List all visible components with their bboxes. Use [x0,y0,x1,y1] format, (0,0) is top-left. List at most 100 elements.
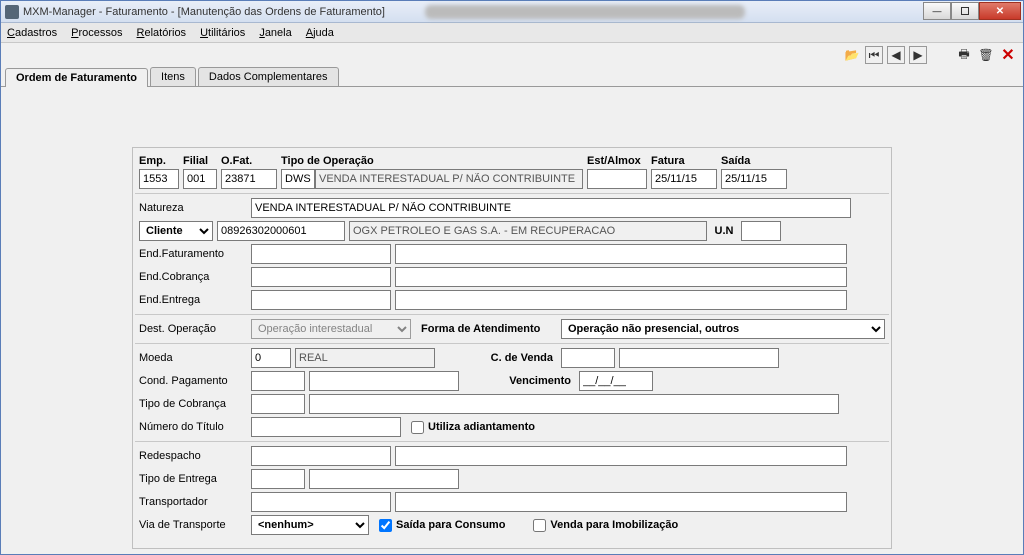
cell-saida: Saída [721,155,787,189]
saida-label: Saída [721,155,787,167]
end-cob-txt-input[interactable] [395,267,847,287]
menu-utilitarios[interactable]: Utilitários [200,27,245,39]
end-ent-txt-input[interactable] [395,290,847,310]
menubar: Cadastros Processos Relatórios Utilitári… [1,23,1023,43]
redesp-txt-input[interactable] [395,446,847,466]
via-select[interactable]: <nenhum> [251,515,369,535]
nav-next-icon[interactable]: ▶ [909,46,927,64]
app-window: MXM-Manager - Faturamento - [Manutenção … [0,0,1024,555]
un-label: U.N [711,225,737,237]
via-label: Via de Transporte [139,519,247,531]
ofat-input[interactable] [221,169,277,189]
emp-input[interactable] [139,169,179,189]
cvenda-cod-input[interactable] [561,348,615,368]
adiantamento-checkbox[interactable] [411,421,424,434]
row-redesp: Redespacho [139,446,885,466]
cvenda-txt-input[interactable] [619,348,779,368]
row-cliente: Cliente U.N [139,221,885,241]
printer-icon[interactable]: 🖶 [955,46,973,64]
un-input[interactable] [741,221,781,241]
row-moeda: Moeda C. de Venda [139,348,885,368]
numtit-label: Número do Título [139,421,247,433]
header-row: Emp. Filial O.Fat. Tipo de Operação [139,155,885,189]
row-tipocob: Tipo de Cobrança [139,394,885,414]
venc-label: Vencimento [463,375,571,387]
form-card: Emp. Filial O.Fat. Tipo de Operação [132,147,892,549]
tab-itens[interactable]: Itens [150,67,196,86]
cliente-type-select[interactable]: Cliente [139,221,213,241]
est-input[interactable] [587,169,647,189]
menu-processos[interactable]: Processos [71,27,122,39]
tab-dados-complementares[interactable]: Dados Complementares [198,67,339,86]
row-transp: Transportador [139,492,885,512]
cond-cod-input[interactable] [251,371,305,391]
trash-icon[interactable]: 🗑 [977,46,995,64]
form-area: Emp. Filial O.Fat. Tipo de Operação [1,87,1023,549]
cond-label: Cond. Pagamento [139,375,247,387]
moeda-cod-input[interactable] [251,348,291,368]
cell-filial: Filial [183,155,217,189]
row-natureza: Natureza [139,198,885,218]
cell-tipo: Tipo de Operação [281,155,583,189]
tipocob-cod-input[interactable] [251,394,305,414]
tipo-label: Tipo de Operação [281,155,583,167]
saida-input[interactable] [721,169,787,189]
divider-1 [135,193,889,194]
venda-imob-checkbox[interactable] [533,519,546,532]
tipo-op-readonly [315,169,583,189]
toolbar: 📂 ⏮ ◀ ▶ 🖶 🗑 ✕ [1,43,1023,67]
window-title: MXM-Manager - Faturamento - [Manutenção … [23,6,385,18]
cliente-cod-input[interactable] [217,221,345,241]
menu-janela[interactable]: Janela [259,27,291,39]
end-cob-cod-input[interactable] [251,267,391,287]
natureza-input[interactable] [251,198,851,218]
transp-txt-input[interactable] [395,492,847,512]
end-fat-txt-input[interactable] [395,244,847,264]
row-end-fat: End.Faturamento [139,244,885,264]
cond-txt-input[interactable] [309,371,459,391]
menu-cadastros[interactable]: Cadastros [7,27,57,39]
fatura-input[interactable] [651,169,717,189]
adiantamento-check[interactable]: Utiliza adiantamento [411,421,535,434]
titlebar: MXM-Manager - Faturamento - [Manutenção … [1,1,1023,23]
forma-select[interactable]: Operação não presencial, outros [561,319,885,339]
numtit-input[interactable] [251,417,401,437]
filial-input[interactable] [183,169,217,189]
venc-input[interactable] [579,371,653,391]
tipocob-txt-input[interactable] [309,394,839,414]
saida-consumo-check[interactable]: Saída para Consumo [379,519,505,532]
transp-cod-input[interactable] [251,492,391,512]
est-label: Est/Almox [587,155,647,167]
close-button[interactable] [979,2,1021,20]
tipoent-txt-input[interactable] [309,469,459,489]
end-cob-label: End.Cobrança [139,271,247,283]
end-fat-cod-input[interactable] [251,244,391,264]
venda-imob-label: Venda para Imobilização [550,519,678,531]
natureza-label: Natureza [139,202,247,214]
nav-first-icon[interactable]: ⏮ [865,46,883,64]
row-via: Via de Transporte <nenhum> Saída para Co… [139,515,885,535]
tipoent-label: Tipo de Entrega [139,473,247,485]
ofat-label: O.Fat. [221,155,277,167]
close-x-icon[interactable]: ✕ [999,46,1017,64]
redesp-cod-input[interactable] [251,446,391,466]
saida-consumo-label: Saída para Consumo [396,519,505,531]
adiantamento-label: Utiliza adiantamento [428,421,535,433]
nav-prev-icon[interactable]: ◀ [887,46,905,64]
minimize-button[interactable] [923,2,951,20]
fatura-label: Fatura [651,155,717,167]
venda-imob-check[interactable]: Venda para Imobilização [533,519,678,532]
app-icon [5,5,19,19]
cvenda-label: C. de Venda [439,352,553,364]
tab-ordem[interactable]: Ordem de Faturamento [5,68,148,87]
menu-relatorios[interactable]: Relatórios [137,27,187,39]
menu-ajuda[interactable]: Ajuda [306,27,334,39]
saida-consumo-checkbox[interactable] [379,519,392,532]
end-ent-cod-input[interactable] [251,290,391,310]
dest-select: Operação interestadual [251,319,411,339]
folder-open-icon[interactable]: 📂 [843,46,861,64]
tab-strip: Ordem de Faturamento Itens Dados Complem… [1,67,1023,86]
dws-input[interactable] [281,169,315,189]
tipoent-cod-input[interactable] [251,469,305,489]
maximize-button[interactable] [951,2,979,20]
